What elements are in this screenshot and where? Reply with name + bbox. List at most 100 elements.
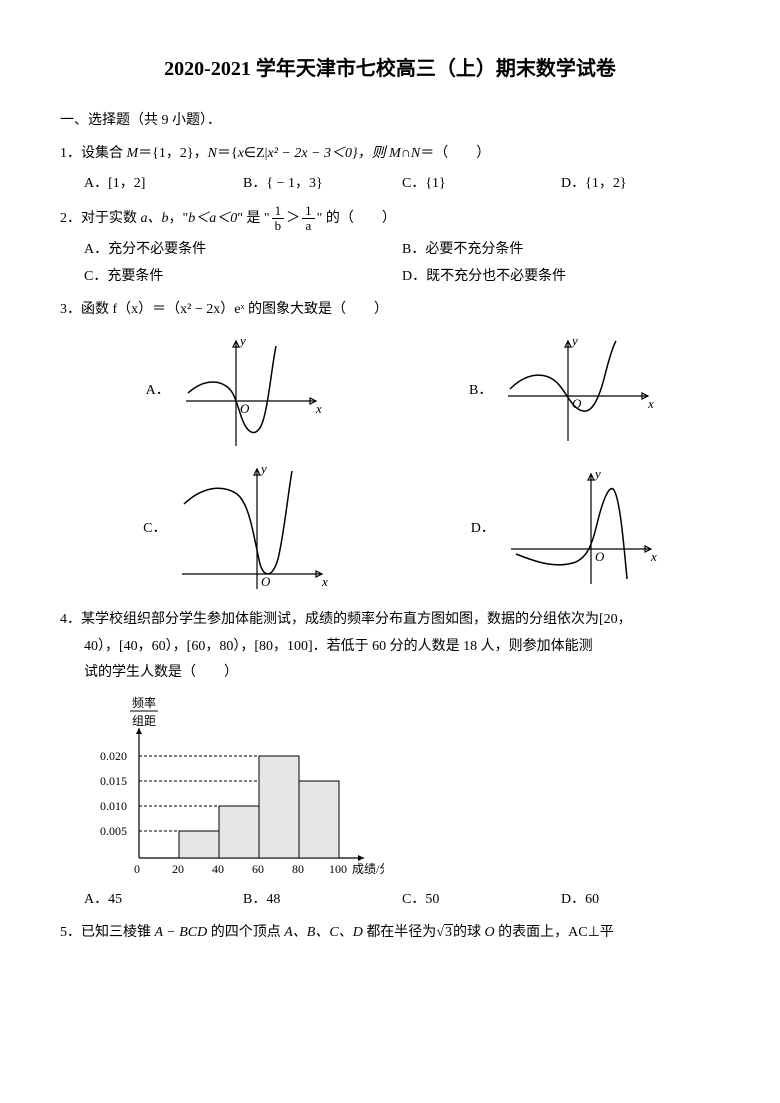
- q3b-x: x: [647, 396, 654, 411]
- q3c-x: x: [321, 574, 328, 589]
- q2-f2n: 1: [302, 204, 315, 219]
- bar-60-80: [259, 756, 299, 858]
- q1-optC: C．{1}: [402, 171, 561, 198]
- q3a-x: x: [315, 401, 322, 416]
- q5-abcd: A − BCD: [155, 925, 208, 940]
- page-title: 2020-2021 学年天津市七校高三（上）期末数学试卷: [60, 50, 720, 88]
- q3-cellD: D． x y O: [471, 459, 661, 599]
- q4-optA: A．45: [84, 887, 243, 914]
- q1-eq2: ＝{: [217, 146, 238, 161]
- section-header: 一、选择题（共 9 小题）．: [60, 108, 720, 135]
- bar-20-40: [179, 831, 219, 858]
- q5-suffix: 的表面上，AC⊥平: [495, 925, 614, 940]
- q2-text: 2．对于实数 a、b，"b＜a＜0" 是 "1b＞1a" 的（ ）: [60, 204, 720, 234]
- q2-ab: a、b: [141, 211, 169, 226]
- q1-eq1: ＝{1，2}，: [138, 146, 207, 161]
- q2-f1d: b: [272, 219, 285, 233]
- bar-40-60: [219, 806, 259, 858]
- q3-graphD: x y O: [501, 464, 661, 594]
- yt1: 0.010: [100, 799, 127, 813]
- q2-cond: b＜a＜0: [188, 211, 237, 226]
- q1-optA: A．[1，2]: [84, 171, 243, 198]
- q4-l1: 4．某学校组织部分学生参加体能测试，成绩的频率分布直方图如图，数据的分组依次为[…: [60, 607, 720, 634]
- yt0: 0.005: [100, 824, 127, 838]
- q2-optB: B．必要不充分条件: [402, 237, 720, 264]
- q5-m3: 的球: [453, 925, 485, 940]
- q4-optD: D．60: [561, 887, 720, 914]
- question-1: 1．设集合 M＝{1，2}，N＝{x∈Z|x² − 2x − 3＜0}，则 M∩…: [60, 141, 720, 198]
- q5-o: O: [485, 925, 495, 940]
- question-5: 5．已知三棱锥 A − BCD 的四个顶点 A、B、C、D 都在半径为√3的球 …: [60, 920, 720, 947]
- q3c-o: O: [261, 574, 271, 589]
- question-3: 3．函数 f（x）＝（x² − 2x）eˣ 的图象大致是（ ） A． x y O…: [60, 297, 720, 600]
- q3-row2: C． x y O D． x y O: [84, 459, 720, 599]
- q2-prefix: 2．对于实数: [60, 211, 141, 226]
- q4-options: A．45 B．48 C．50 D．60: [84, 887, 720, 914]
- q3-graphB: x y O: [498, 331, 658, 451]
- q3d-x: x: [650, 549, 657, 564]
- q3a-o: O: [240, 401, 250, 416]
- q1-M: M: [127, 146, 139, 161]
- q4-l2: 40），[40，60），[60，80），[80，100]．若低于 60 分的人数…: [84, 634, 720, 661]
- q2-m1: ，": [169, 211, 189, 226]
- q5-sqrt: √3: [436, 924, 453, 940]
- q1-options: A．[1，2] B．{ − 1，3} C．{1} D．{1，2}: [84, 171, 720, 198]
- q1-optB: B．{ − 1，3}: [243, 171, 402, 198]
- q3d-o: O: [595, 549, 605, 564]
- question-4: 4．某学校组织部分学生参加体能测试，成绩的频率分布直方图如图，数据的分组依次为[…: [60, 607, 720, 913]
- q2-gt: ＞: [286, 211, 300, 226]
- hist-ylabel-top: 频率: [132, 695, 156, 710]
- q5-pts: A、B、C、D: [284, 925, 363, 940]
- q5-sqrtval: 3: [444, 924, 453, 940]
- q5-m2: 都在半径为: [363, 925, 437, 940]
- q5-m1: 的四个顶点: [207, 925, 284, 940]
- xt0: 0: [134, 862, 140, 876]
- q1-mn: M∩N: [389, 146, 420, 161]
- q3-text: 3．函数 f（x）＝（x² − 2x）eˣ 的图象大致是（ ）: [60, 297, 720, 324]
- q2-m2: " 是 ": [237, 211, 269, 226]
- q1-text: 1．设集合 M＝{1，2}，N＝{x∈Z|x² − 2x − 3＜0}，则 M∩…: [60, 141, 720, 168]
- hist-xlabel: 成绩/分: [352, 862, 384, 876]
- xt1: 20: [172, 862, 184, 876]
- q5-prefix: 5．已知三棱锥: [60, 925, 155, 940]
- xt4: 80: [292, 862, 304, 876]
- q1-suffix: ＝（ ）: [420, 146, 490, 161]
- q3-cellA: A． x y O: [146, 331, 326, 451]
- q3-labelB: B．: [469, 378, 492, 405]
- bar-80-100: [299, 781, 339, 858]
- q3-labelA: A．: [146, 378, 170, 405]
- q3-cellC: C． x y O: [143, 459, 332, 599]
- q5-text: 5．已知三棱锥 A − BCD 的四个顶点 A、B、C、D 都在半径为√3的球 …: [60, 920, 720, 947]
- q4-optC: C．50: [402, 887, 561, 914]
- q3-graphC: x y O: [172, 459, 332, 599]
- q2-optA: A．充分不必要条件: [84, 237, 402, 264]
- question-2: 2．对于实数 a、b，"b＜a＜0" 是 "1b＞1a" 的（ ） A．充分不必…: [60, 204, 720, 291]
- xt5: 100: [329, 862, 347, 876]
- q2-suffix: " 的（ ）: [317, 211, 396, 226]
- xt3: 60: [252, 862, 264, 876]
- q3d-y: y: [593, 466, 601, 481]
- q4-histogram: 频率 组距 0.005 0.010 0.015 0.020 0 20 40 60: [84, 693, 720, 883]
- q2-f1n: 1: [272, 204, 285, 219]
- q3b-y: y: [570, 333, 578, 348]
- histogram-svg: 频率 组距 0.005 0.010 0.015 0.020 0 20 40 60: [84, 693, 384, 883]
- q3-labelD: D．: [471, 516, 495, 543]
- q3-labelC: C．: [143, 516, 166, 543]
- q2-optC: C．充要条件: [84, 264, 402, 291]
- q2-frac1: 1b: [272, 204, 285, 234]
- q3-graphA: x y O: [176, 331, 326, 451]
- yt3: 0.020: [100, 749, 127, 763]
- xt2: 40: [212, 862, 224, 876]
- q1-cond: ∈Z|: [244, 146, 268, 161]
- q1-optD: D．{1，2}: [561, 171, 720, 198]
- q2-options: A．充分不必要条件 B．必要不充分条件 C．充要条件 D．既不充分也不必要条件: [84, 237, 720, 290]
- q1-prefix: 1．设集合: [60, 146, 127, 161]
- q2-f2d: a: [302, 219, 315, 233]
- q4-optB: B．48: [243, 887, 402, 914]
- q1-expr: x² − 2x − 3＜0}，则: [267, 146, 389, 161]
- q2-optD: D．既不充分也不必要条件: [402, 264, 720, 291]
- q4-l3: 试的学生人数是（ ）: [84, 660, 720, 687]
- q3a-y: y: [238, 333, 246, 348]
- hist-ylabel-bot: 组距: [132, 714, 156, 728]
- q3-row1: A． x y O B． x y O: [84, 331, 720, 451]
